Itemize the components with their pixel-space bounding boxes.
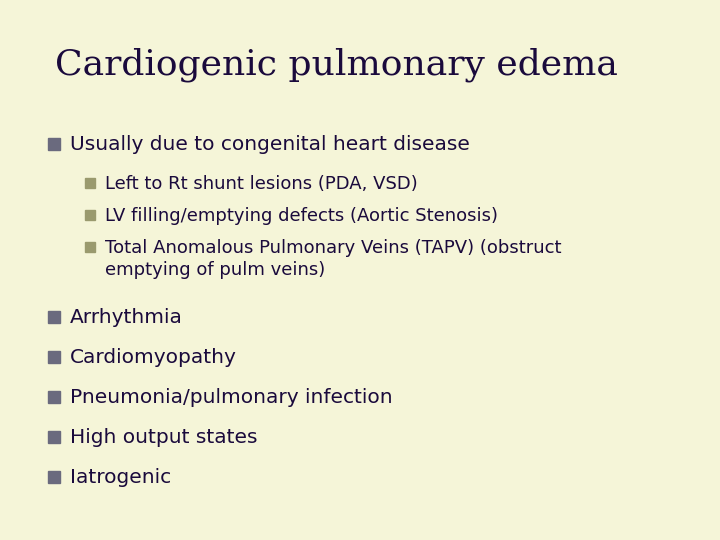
Bar bbox=[85, 178, 95, 188]
Bar bbox=[48, 351, 60, 363]
Text: High output states: High output states bbox=[70, 428, 258, 447]
Text: Usually due to congenital heart disease: Usually due to congenital heart disease bbox=[70, 135, 470, 154]
Bar bbox=[48, 391, 60, 403]
Bar bbox=[85, 242, 95, 252]
Bar bbox=[48, 431, 60, 443]
Text: Pneumonia/pulmonary infection: Pneumonia/pulmonary infection bbox=[70, 388, 392, 407]
Text: Cardiomyopathy: Cardiomyopathy bbox=[70, 348, 237, 367]
Bar bbox=[85, 210, 95, 220]
Text: Iatrogenic: Iatrogenic bbox=[70, 468, 171, 487]
Text: Total Anomalous Pulmonary Veins (TAPV) (obstruct
emptying of pulm veins): Total Anomalous Pulmonary Veins (TAPV) (… bbox=[105, 239, 562, 279]
Bar bbox=[48, 311, 60, 323]
Bar bbox=[48, 471, 60, 483]
Text: Left to Rt shunt lesions (PDA, VSD): Left to Rt shunt lesions (PDA, VSD) bbox=[105, 175, 418, 193]
Bar bbox=[48, 138, 60, 150]
Text: Arrhythmia: Arrhythmia bbox=[70, 308, 183, 327]
Text: Cardiogenic pulmonary edema: Cardiogenic pulmonary edema bbox=[55, 48, 618, 83]
Text: LV filling/emptying defects (Aortic Stenosis): LV filling/emptying defects (Aortic Sten… bbox=[105, 207, 498, 225]
